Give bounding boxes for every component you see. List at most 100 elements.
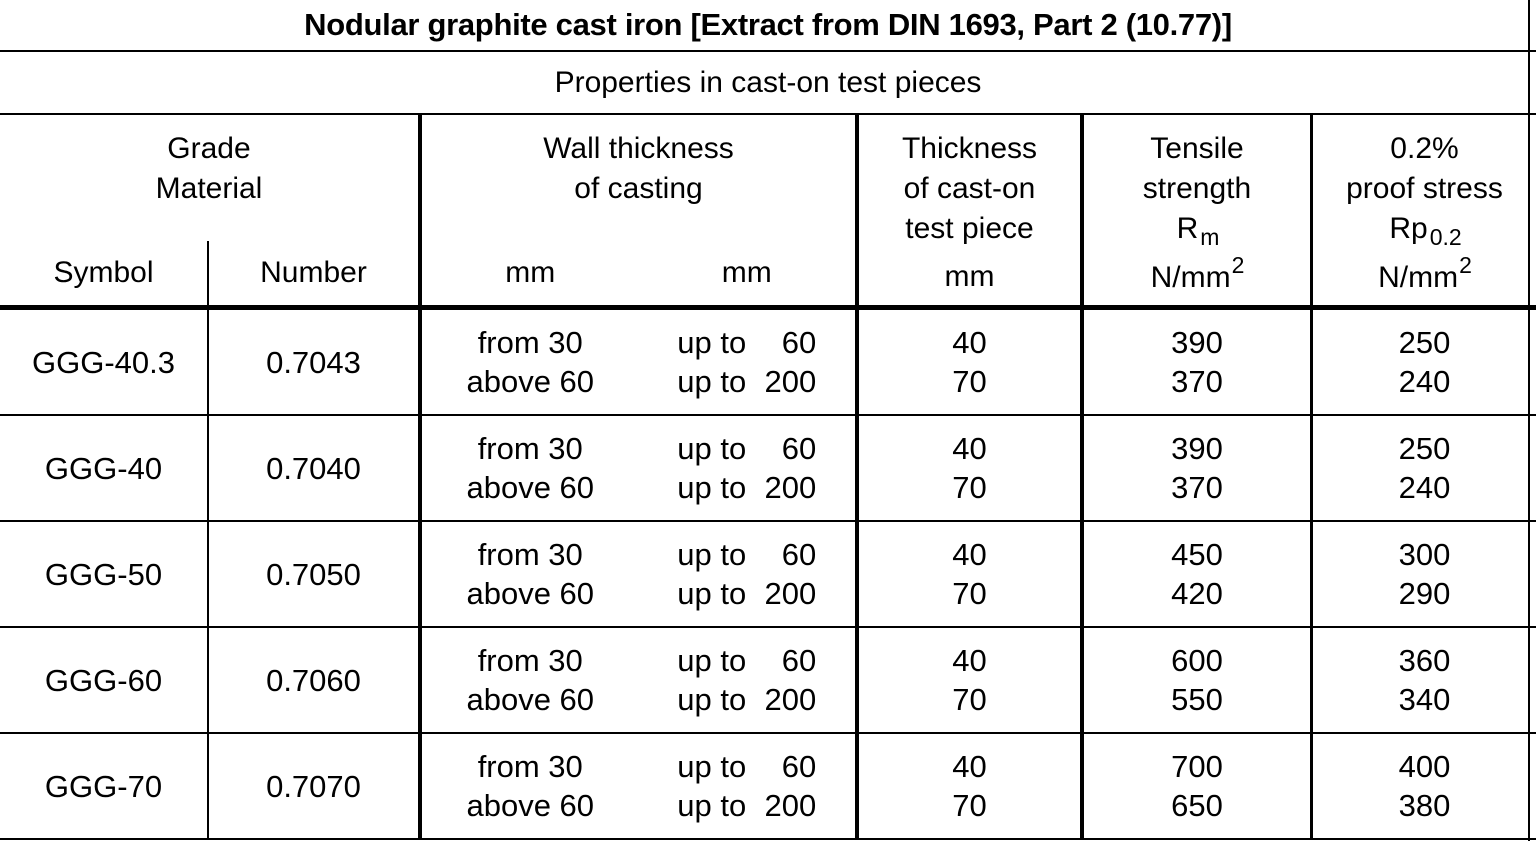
header-wall-label: Wall thickness of casting [422,115,855,241]
wall-to-line1: up to 60 [677,749,817,784]
header-number: Number [207,241,418,305]
cell-proof-stress: 250 240 [1310,310,1536,414]
header-tensile-symbol: Rm [1176,212,1220,250]
tensile-unit-superscript: 2 [1231,252,1245,278]
wall-from-column: from 30 above 60 [422,628,639,732]
cell-proof-stress: 360 340 [1310,628,1536,732]
cell-test-thickness: 40 70 [855,628,1080,732]
wall-from-line1: from 30 [477,643,583,678]
table-row: GGG-40.3 0.7043 from 30 above 60 up to 60… [0,310,1536,416]
header-grade-material: Grade Material Symbol Number [0,115,418,305]
cell-number: 0.7070 [207,734,418,838]
cell-test-thickness: 40 70 [855,522,1080,626]
wall-from-column: from 30 above 60 [422,416,639,520]
header-test-piece-line3: test piece [905,212,1034,245]
wall-from-line2: above 60 [466,470,595,505]
wall-to-column: up to 60 up to 200 [639,628,856,732]
wall-to-column: up to 60 up to 200 [639,734,856,838]
cell-wall-thickness: from 30 above 60 up to 60 up to 200 [418,416,855,520]
cell-symbol: GGG-60 [44,662,163,698]
wall-to-column: up to 60 up to 200 [639,522,856,626]
header-symbol: Symbol [53,256,154,289]
header-tensile-strength: Tensile strength Rm N/mm 2 [1080,115,1310,305]
table-row: GGG-40 0.7040 from 30 above 60 up to 60 u… [0,416,1536,522]
wall-from-line1: from 30 [477,325,583,360]
header-test-piece-line1: Thickness [901,132,1038,165]
wall-to-line1: up to 60 [677,643,817,678]
wall-to-line2: up to 200 [677,576,817,611]
wall-from-line2: above 60 [466,682,595,717]
header-proof-line2: proof stress [1346,172,1503,205]
cell-tensile-strength: 450 420 [1080,522,1310,626]
header-wall-unit-right: mm [721,256,772,289]
table-row: GGG-50 0.7050 from 30 above 60 up to 60 u… [0,522,1536,628]
tensile-symbol-subscript: m [1200,224,1220,250]
cell-test-thickness: 40 70 [855,310,1080,414]
wall-from-line2: above 60 [466,364,595,399]
cell-symbol: GGG-70 [44,768,163,804]
wall-from-column: from 30 above 60 [422,734,639,838]
wall-to-line1: up to 60 [677,431,817,466]
table-row: GGG-70 0.7070 from 30 above 60 up to 60 u… [0,734,1536,840]
header-grade-line1: Grade [167,132,251,165]
wall-to-line2: up to 200 [677,364,817,399]
header-grade-label: Grade Material [0,115,418,241]
cell-test-thickness: 40 70 [855,734,1080,838]
table-header-row: Grade Material Symbol Number Wall thickn… [0,115,1536,310]
wall-to-line1: up to 60 [677,537,817,572]
header-proof-line1: 0.2% [1390,132,1459,165]
header-wall-line1: Wall thickness [543,132,734,165]
cell-test-thickness: 40 70 [855,416,1080,520]
wall-to-column: up to 60 up to 200 [639,416,856,520]
header-proof-unit: N/mm 2 [1378,252,1472,294]
cell-tensile-strength: 390 370 [1080,416,1310,520]
header-test-piece-label: Thickness of cast-on test piece [859,115,1080,249]
cell-number: 0.7060 [207,628,418,732]
cell-tensile-strength: 390 370 [1080,310,1310,414]
table-title: Nodular graphite cast iron [Extract from… [0,0,1536,52]
cell-number: 0.7050 [207,522,418,626]
table-subtitle: Properties in cast-on test pieces [0,52,1536,115]
header-wall-unit-left: mm [505,256,556,289]
proof-symbol-subscript: 0.2 [1429,224,1462,250]
cell-tensile-strength: 700 650 [1080,734,1310,838]
header-grade-line2: Material [155,172,263,205]
cell-symbol: GGG-40 [44,450,163,486]
header-test-piece: Thickness of cast-on test piece mm [855,115,1080,305]
wall-from-column: from 30 above 60 [422,310,639,414]
wall-from-line2: above 60 [466,788,595,823]
cell-wall-thickness: from 30 above 60 up to 60 up to 200 [418,628,855,732]
header-tensile-line1: Tensile [1150,132,1244,165]
header-proof-label: 0.2% proof stress Rp0.2 [1313,115,1536,250]
cell-symbol: GGG-50 [44,556,163,592]
cell-proof-stress: 300 290 [1310,522,1536,626]
table-row: GGG-60 0.7060 from 30 above 60 up to 60 u… [0,628,1536,734]
cell-proof-stress: 400 380 [1310,734,1536,838]
wall-to-line1: up to 60 [677,325,817,360]
header-wall-units: mm mm [422,241,855,305]
header-tensile-label: Tensile strength Rm [1084,115,1310,250]
wall-from-column: from 30 above 60 [422,522,639,626]
header-test-piece-unit: mm [944,260,995,293]
cell-proof-stress: 250 240 [1310,416,1536,520]
header-wall-line2: of casting [574,172,703,205]
cell-number: 0.7040 [207,416,418,520]
wall-from-line2: above 60 [466,576,595,611]
cell-tensile-strength: 600 550 [1080,628,1310,732]
wall-to-line2: up to 200 [677,788,817,823]
wall-to-column: up to 60 up to 200 [639,310,856,414]
wall-from-line1: from 30 [477,431,583,466]
wall-to-line2: up to 200 [677,470,817,505]
cell-number: 0.7043 [207,310,418,414]
cell-wall-thickness: from 30 above 60 up to 60 up to 200 [418,734,855,838]
header-grade-subcolumns: Symbol Number [0,241,418,305]
header-tensile-unit: N/mm 2 [1150,252,1245,294]
wall-from-line1: from 30 [477,537,583,572]
cell-wall-thickness: from 30 above 60 up to 60 up to 200 [418,522,855,626]
cell-wall-thickness: from 30 above 60 up to 60 up to 200 [418,310,855,414]
table-right-border [1528,0,1530,841]
wall-to-line2: up to 200 [677,682,817,717]
header-proof-stress: 0.2% proof stress Rp0.2 N/mm 2 [1310,115,1536,305]
header-wall-thickness: Wall thickness of casting mm mm [418,115,855,305]
header-test-piece-line2: of cast-on [903,172,1036,205]
